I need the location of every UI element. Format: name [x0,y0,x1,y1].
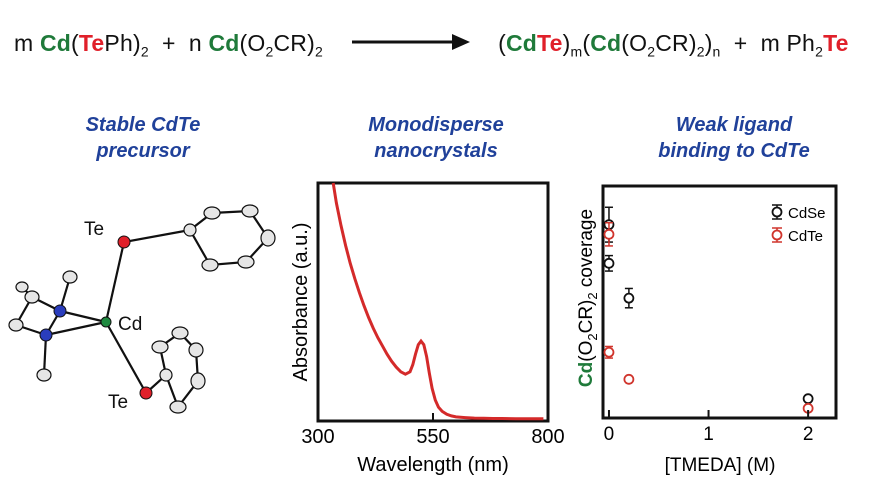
heading-monodisperse: Monodisperse nanocrystals [368,114,504,162]
cd-symbol: Cd [39,30,72,56]
label-te-top: Te [84,219,104,240]
legend-label-cdte: CdTe [788,228,823,245]
x-tick-label: 2 [803,424,814,445]
legend-marker-cdse [771,206,783,218]
data-point-cdte [623,373,635,385]
data-point-cdte [603,228,615,240]
heading-weak-ligand: Weak ligand binding to CdTe [658,114,810,162]
cd-atom [100,316,112,328]
te-symbol: Te [78,30,105,56]
legend: CdSe CdTe [771,204,826,245]
absorbance-series-line [331,182,544,421]
x-tick-label: 550 [416,426,449,448]
te-atom-top [117,235,131,249]
absorbance-chart: 300 550 800 Wavelength (nm) Absorbance (a.… [290,181,565,476]
x-tick-label: 800 [531,426,564,448]
legend-marker-cdte [771,229,783,241]
data-point-cdse [802,393,814,405]
n-atom [39,328,53,342]
label-te-bottom: Te [108,392,128,413]
x-tick-label: 300 [301,426,334,448]
data-point-cdse [623,292,635,304]
data-point-cdse [603,257,615,269]
plot-frame [601,184,838,420]
n-atom [53,304,67,318]
coverage-chart: 0 1 2 CdSe CdTe [TMEDA] (M) Cd(O2CR)2 cove… [576,184,838,476]
reaction-arrow [351,31,470,58]
y-axis-label: Absorbance (a.u.) [290,223,312,382]
data-point-cdte [603,346,615,358]
reaction-equation: m Cd(TePh)2 + n Cd(O2CR)2 (CdTe)m(Cd(O2C… [14,30,849,60]
x-axis-label: [TMEDA] (M) [665,455,776,476]
te-atom-bottom [139,386,153,400]
heading-stable-precursor: Stable CdTe precursor [85,114,201,162]
coef-n: n [188,30,202,56]
x-axis-label: Wavelength (nm) [357,454,509,476]
label-cd: Cd [118,314,142,335]
plus-sign: + [162,30,176,56]
coef-m: m [14,30,34,56]
arrow-icon [351,34,470,51]
molecular-structure: Te Cd Te [8,204,276,414]
x-tick-label: 0 [604,424,615,445]
y-axis-label: Cd(O2CR)2 coverage [576,209,600,387]
x-tick-label: 1 [703,424,714,445]
legend-label-cdse: CdSe [788,205,826,222]
